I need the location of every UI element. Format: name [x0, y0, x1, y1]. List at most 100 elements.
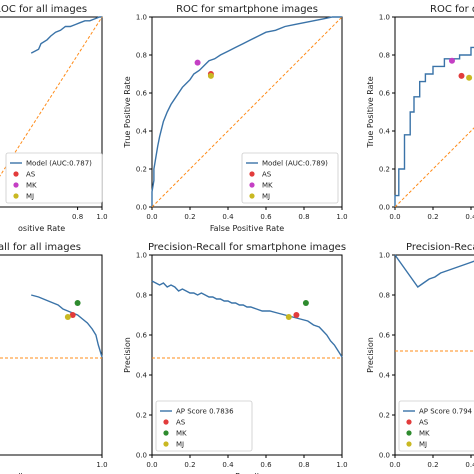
y-tick-label: 0.2 [136, 166, 147, 174]
chart-title: Precision-Recall [406, 242, 474, 253]
legend-label: MK [262, 182, 273, 190]
point-as [69, 312, 76, 318]
axes-frame [151, 16, 343, 208]
chance-line [394, 127, 474, 208]
model-curve [31, 294, 103, 358]
point-mj [285, 314, 292, 320]
x-tick-label: 1.0 [336, 461, 347, 469]
legend-swatch-mk [249, 182, 255, 188]
x-tick-label: 0.8 [298, 461, 309, 469]
point-mk [194, 59, 201, 66]
legend-label: AP Score 0.794 [419, 408, 473, 416]
legend-label: AP Score 0.7836 [176, 408, 234, 416]
legend-label: MJ [419, 441, 427, 449]
y-tick-label: 0.8 [136, 52, 147, 60]
legend-label: AS [262, 171, 272, 179]
y-tick-label: 0.4 [379, 372, 391, 380]
point-mj [207, 72, 214, 79]
chart-title: ROC for smartphone images [176, 4, 318, 15]
y-tick-label: 0.4 [136, 372, 148, 380]
x-tick-label: 0.4 [465, 461, 474, 469]
y-axis-label: Precision [366, 337, 375, 373]
y-tick-label: 1.0 [136, 252, 147, 260]
axes-frame [0, 254, 103, 456]
y-axis-label: True Positive Rate [366, 76, 375, 148]
x-tick-label: 0.0 [389, 461, 400, 469]
panel-pr-right: Precision-Recall 0.0 0.2 0.4 0.0 0.2 0.4 0.6 0.8… [366, 242, 474, 469]
legend-swatch-as [163, 419, 169, 425]
x-tick-label: 0.0 [146, 213, 157, 221]
legend-swatch-mk [163, 430, 169, 436]
x-tick-label: 1.0 [96, 461, 107, 469]
y-tick-label: 0.6 [379, 332, 391, 340]
y-tick-label: 0.8 [379, 52, 390, 60]
y-tick-label: 0.6 [136, 90, 148, 98]
y-tick-label: 0.2 [379, 412, 390, 420]
y-axis-label: Precision [123, 337, 132, 373]
legend-box [398, 400, 474, 452]
legend-swatch-mj [163, 441, 169, 447]
y-tick-label: 0.4 [136, 128, 148, 136]
legend-box [5, 152, 103, 204]
legend: Model (AUC:0.789) AS MK MJ [241, 152, 339, 204]
model-curve [151, 280, 343, 358]
x-tick-label: 0.4 [222, 461, 234, 469]
legend-swatch-mj [13, 193, 19, 199]
legend-swatch-mk [13, 182, 19, 188]
x-tick-label: 0.2 [184, 461, 195, 469]
point-mk [449, 57, 455, 64]
axes-frame [394, 254, 474, 456]
x-tick-label: 0.0 [389, 213, 400, 221]
legend-box [241, 152, 339, 204]
legend-label: AS [26, 171, 36, 179]
y-tick-label: 0.2 [379, 166, 390, 174]
legend-label: AS [176, 419, 186, 427]
chart-title: Precision-Recall for smartphone images [148, 242, 346, 253]
x-axis-label: ositive Rate [18, 224, 65, 233]
y-tick-label: 1.0 [136, 14, 147, 22]
y-tick-label: 0.4 [379, 128, 391, 136]
axes-frame [394, 16, 474, 208]
x-tick-label: 0.4 [465, 213, 474, 221]
x-tick-label: 0.2 [184, 213, 195, 221]
y-tick-label: 0.6 [136, 332, 148, 340]
x-axis-label: ecall [4, 472, 23, 474]
chance-line [0, 16, 103, 177]
x-tick-label: 0.0 [146, 461, 157, 469]
x-tick-label: 1.0 [336, 213, 347, 221]
panel-pr-all: all for all images 1.0 ecall [0, 242, 108, 474]
point-as [458, 72, 465, 79]
legend-label: MJ [26, 193, 34, 201]
legend-swatch-as [249, 171, 255, 177]
x-tick-label: 0.2 [427, 213, 438, 221]
point-mj [466, 74, 473, 81]
x-tick-label: 0.6 [260, 461, 272, 469]
y-tick-label: 0.6 [379, 90, 391, 98]
legend-box [155, 400, 253, 452]
x-axis-label: Recall [235, 472, 259, 474]
legend: AP Score 0.7836 AS MK MJ [155, 400, 253, 452]
point-mj [64, 314, 71, 320]
legend-label: Model (AUC:0.789) [262, 160, 328, 168]
panel-roc-all: ROC for all images 0.8 1.0 ositive Rate Mode… [0, 4, 108, 233]
x-tick-label: 0.8 [72, 213, 83, 221]
y-tick-label: 0.8 [136, 292, 147, 300]
point-mk [302, 300, 309, 306]
x-tick-label: 0.2 [427, 461, 438, 469]
chart-title: all for all images [0, 242, 81, 253]
legend-label: MK [176, 430, 187, 438]
axes-frame [151, 254, 343, 456]
legend-swatch-mj [406, 441, 412, 447]
chart-title: ROC for d [430, 4, 474, 15]
legend-swatch-mj [249, 193, 255, 199]
legend-label: MK [419, 430, 430, 438]
y-axis-label: True Positive Rate [123, 76, 132, 148]
legend-label: MJ [262, 193, 270, 201]
legend-label: Model (AUC:0.787) [26, 160, 92, 168]
x-tick-label: 1.0 [96, 213, 107, 221]
legend-label: MJ [176, 441, 184, 449]
legend-label: AS [419, 419, 429, 427]
y-tick-label: 0.0 [379, 452, 390, 460]
model-curve [30, 16, 102, 54]
